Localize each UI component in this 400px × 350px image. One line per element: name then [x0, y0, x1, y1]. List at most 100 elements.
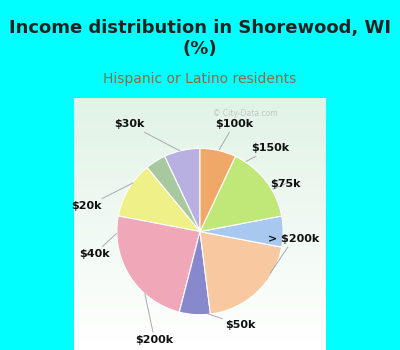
Wedge shape: [200, 156, 282, 232]
Bar: [74, 194, 326, 196]
Text: $150k: $150k: [246, 144, 290, 161]
Bar: [74, 259, 326, 262]
Bar: [74, 285, 326, 287]
Bar: [74, 224, 326, 226]
Bar: [74, 196, 326, 199]
Bar: [74, 206, 326, 209]
Bar: [74, 216, 326, 219]
Bar: [74, 222, 326, 224]
Wedge shape: [200, 216, 283, 247]
Bar: [74, 100, 326, 103]
Bar: [74, 113, 326, 116]
Bar: [74, 148, 326, 151]
Bar: [74, 174, 326, 176]
Bar: [74, 320, 326, 322]
Bar: [74, 292, 326, 295]
Text: $100k: $100k: [215, 119, 253, 150]
Bar: [74, 241, 326, 244]
Bar: [74, 232, 326, 234]
Bar: [74, 106, 326, 108]
Bar: [74, 201, 326, 204]
Bar: [74, 229, 326, 232]
Bar: [74, 317, 326, 320]
Bar: [74, 103, 326, 106]
Bar: [74, 186, 326, 189]
Text: $20k: $20k: [71, 183, 133, 211]
Bar: [74, 262, 326, 264]
Bar: [74, 189, 326, 191]
Bar: [74, 345, 326, 348]
Text: $200k: $200k: [136, 294, 174, 345]
Text: Income distribution in Shorewood, WI
(%): Income distribution in Shorewood, WI (%): [9, 19, 391, 58]
Bar: [74, 247, 326, 249]
Bar: [74, 315, 326, 317]
Bar: [74, 141, 326, 144]
Text: Hispanic or Latino residents: Hispanic or Latino residents: [103, 72, 297, 86]
Bar: [74, 133, 326, 136]
Bar: [74, 226, 326, 229]
Wedge shape: [200, 148, 236, 232]
Bar: [74, 257, 326, 259]
Bar: [74, 159, 326, 161]
Bar: [74, 144, 326, 146]
Bar: [74, 204, 326, 206]
Bar: [74, 126, 326, 128]
Bar: [74, 304, 326, 307]
Bar: [74, 181, 326, 184]
Bar: [74, 287, 326, 289]
Bar: [74, 254, 326, 257]
Bar: [74, 191, 326, 194]
Bar: [74, 166, 326, 169]
Bar: [74, 342, 326, 345]
Bar: [74, 184, 326, 186]
Bar: [74, 116, 326, 118]
Bar: [74, 335, 326, 337]
Bar: [74, 171, 326, 174]
Bar: [74, 252, 326, 254]
Bar: [74, 302, 326, 304]
Wedge shape: [200, 232, 282, 314]
Bar: [74, 272, 326, 274]
Text: > $200k: > $200k: [268, 234, 319, 273]
Bar: [74, 219, 326, 222]
Wedge shape: [117, 216, 200, 312]
Bar: [74, 270, 326, 272]
Text: $50k: $50k: [208, 314, 256, 330]
Text: $75k: $75k: [270, 179, 301, 189]
Bar: [74, 118, 326, 121]
Wedge shape: [179, 232, 210, 315]
Bar: [74, 277, 326, 279]
Bar: [74, 169, 326, 171]
Bar: [74, 111, 326, 113]
Bar: [74, 330, 326, 332]
Bar: [74, 325, 326, 327]
Bar: [74, 274, 326, 277]
Bar: [74, 136, 326, 138]
Bar: [74, 264, 326, 267]
Bar: [74, 128, 326, 131]
Bar: [74, 214, 326, 216]
Bar: [74, 178, 326, 181]
Bar: [74, 337, 326, 340]
Bar: [74, 249, 326, 252]
Bar: [74, 108, 326, 111]
Bar: [74, 121, 326, 123]
Bar: [74, 332, 326, 335]
Bar: [74, 295, 326, 297]
Bar: [74, 322, 326, 325]
Bar: [74, 131, 326, 133]
Bar: [74, 267, 326, 270]
Text: $40k: $40k: [79, 233, 116, 259]
Bar: [74, 161, 326, 163]
Wedge shape: [118, 168, 200, 232]
Wedge shape: [164, 148, 200, 232]
Bar: [74, 312, 326, 315]
Text: $30k: $30k: [114, 119, 180, 151]
Bar: [74, 176, 326, 178]
Bar: [74, 123, 326, 126]
Bar: [74, 209, 326, 211]
Bar: [74, 199, 326, 201]
Bar: [74, 300, 326, 302]
Bar: [74, 282, 326, 285]
Bar: [74, 348, 326, 350]
